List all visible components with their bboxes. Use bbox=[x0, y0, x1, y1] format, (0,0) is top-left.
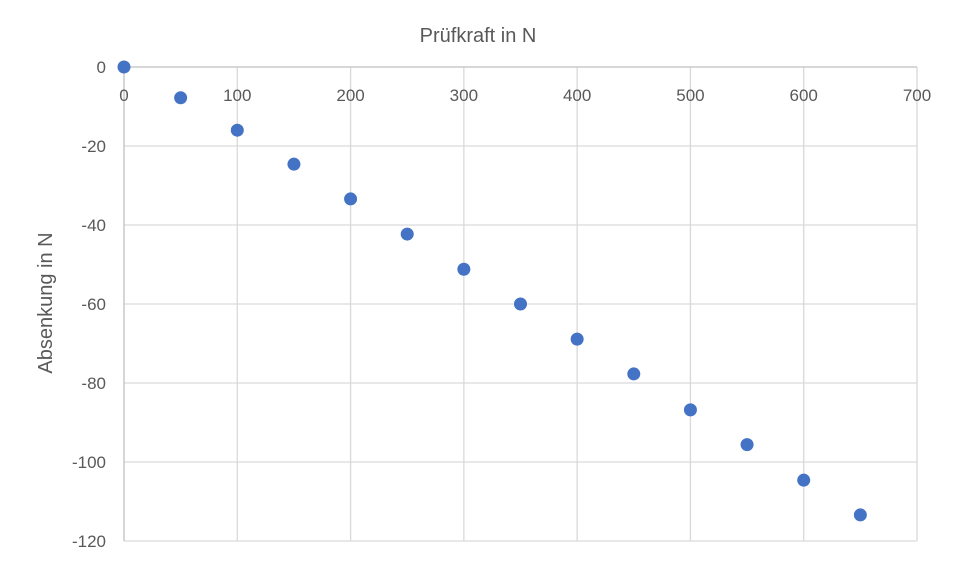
y-tick-label-4: -80 bbox=[81, 374, 106, 393]
data-points bbox=[117, 60, 867, 522]
x-tick-label-7: 700 bbox=[903, 86, 931, 105]
data-point-0-0 bbox=[117, 60, 131, 74]
x-tick-label-0: 0 bbox=[119, 86, 128, 105]
x-tick-label-1: 100 bbox=[223, 86, 251, 105]
data-point-0-13 bbox=[853, 508, 867, 522]
data-point-0-11 bbox=[740, 438, 754, 452]
x-tick-labels: 0 100 200 300 400 500 600 700 bbox=[119, 86, 931, 105]
x-tick-label-6: 600 bbox=[790, 86, 818, 105]
data-point-0-1 bbox=[174, 91, 188, 105]
data-point-0-3 bbox=[287, 157, 301, 171]
data-point-0-4 bbox=[344, 192, 358, 206]
data-point-0-10 bbox=[683, 403, 697, 417]
y-tick-label-1: -20 bbox=[81, 137, 106, 156]
y-tick-labels: 0 -20 -40 -60 -80 -100 -120 bbox=[72, 58, 106, 551]
data-point-0-12 bbox=[797, 473, 811, 487]
y-axis-label: Absenkung in N bbox=[35, 232, 57, 373]
x-tick-label-4: 400 bbox=[563, 86, 591, 105]
data-point-0-5 bbox=[400, 227, 414, 241]
y-tick-label-6: -120 bbox=[72, 532, 106, 551]
y-tick-label-0: 0 bbox=[97, 58, 106, 77]
horizontal-gridlines bbox=[124, 145, 917, 542]
x-tick-label-3: 300 bbox=[450, 86, 478, 105]
y-tick-label-5: -100 bbox=[72, 453, 106, 472]
y-tick-label-2: -40 bbox=[81, 216, 106, 235]
data-point-0-7 bbox=[514, 297, 527, 311]
data-point-0-8 bbox=[570, 332, 584, 346]
axes bbox=[123, 66, 917, 541]
data-point-0-6 bbox=[457, 262, 471, 276]
data-point-0-2 bbox=[230, 123, 244, 137]
data-point-0-9 bbox=[627, 367, 641, 381]
x-tick-label-5: 500 bbox=[676, 86, 704, 105]
chart-title: Prüfkraft in N bbox=[420, 25, 537, 47]
y-tick-label-3: -60 bbox=[81, 295, 106, 314]
x-tick-label-2: 200 bbox=[336, 86, 364, 105]
